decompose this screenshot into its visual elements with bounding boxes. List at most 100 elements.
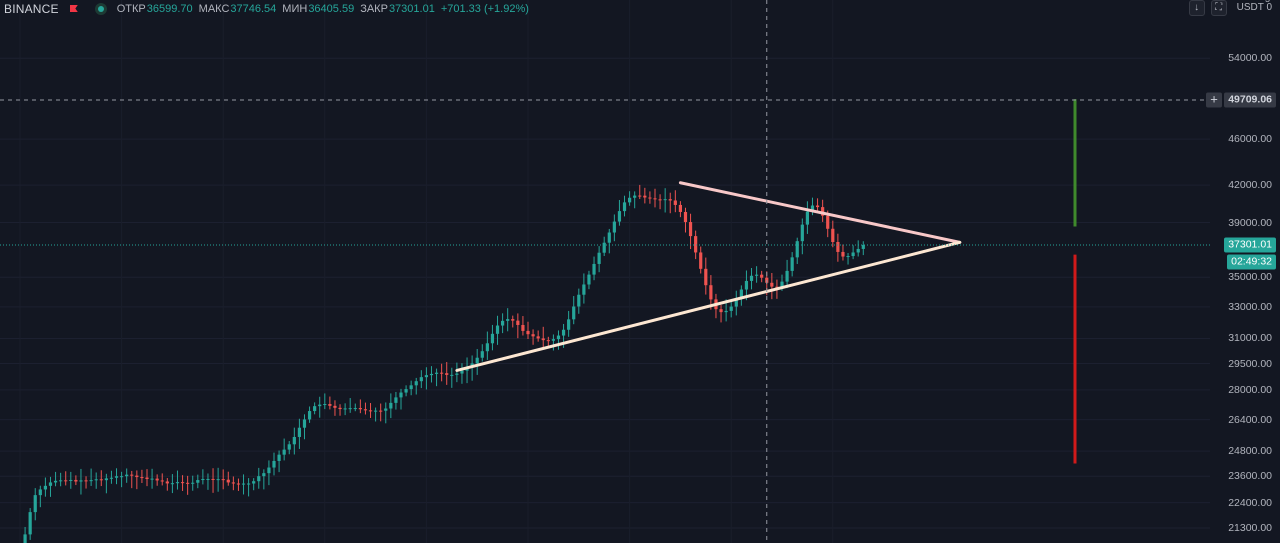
candle-body: [460, 370, 464, 374]
candle-body: [257, 476, 261, 482]
price-tick-label: 24800.00: [1228, 445, 1272, 458]
candle-body: [135, 475, 139, 478]
candle-body: [826, 215, 830, 229]
candle-body: [252, 481, 256, 484]
candle-body: [511, 319, 515, 321]
candle-body: [729, 306, 733, 311]
candle-body: [480, 351, 484, 358]
candle-body: [140, 477, 144, 479]
candle-body: [577, 294, 581, 307]
grid-lines: [0, 57, 1210, 529]
flag-icon[interactable]: [69, 4, 79, 14]
candle-body: [587, 274, 591, 285]
candle-body: [292, 436, 296, 445]
download-icon[interactable]: ↓: [1188, 0, 1205, 16]
candle-body: [495, 325, 500, 334]
candle-body: [699, 252, 703, 269]
candle-body: [673, 200, 677, 205]
candle-body: [155, 478, 159, 481]
candle-body: [94, 479, 98, 481]
exchange-label[interactable]: BINANCE: [4, 2, 59, 16]
candle-body: [404, 389, 408, 393]
candle-body: [683, 211, 688, 223]
candle-body: [130, 474, 134, 476]
candle-body: [99, 479, 103, 481]
candle-body: [348, 408, 352, 410]
candle-body: [597, 252, 601, 264]
candle-body: [455, 373, 459, 375]
candle-body: [556, 335, 561, 340]
drawing-overlays: [455, 99, 1077, 464]
open-label: ОТКР: [116, 3, 146, 15]
candle-body: [64, 480, 68, 482]
candle-body: [800, 224, 804, 242]
fullscreen-icon[interactable]: ⛶: [1210, 0, 1227, 16]
candle-body: [414, 381, 418, 386]
candle-body: [79, 480, 83, 482]
change-value: +701.33 (+1.92%): [440, 3, 529, 15]
candle-body: [475, 357, 479, 364]
candle-body: [815, 205, 820, 208]
toolbar: ↓ ⛶ USDT 0: [1188, 0, 1272, 16]
price-tick-label: 39000.00: [1228, 216, 1272, 229]
candle-body: [516, 320, 520, 325]
candle-body: [572, 306, 576, 320]
candle-body: [272, 460, 276, 468]
candle-body: [785, 270, 789, 282]
candle-body: [196, 480, 200, 483]
candle-body: [145, 477, 149, 479]
candle-body: [628, 197, 632, 203]
candle-body: [450, 374, 454, 376]
close-value: 37301.01: [388, 3, 435, 15]
candle-body: [429, 373, 434, 376]
candle-body: [236, 483, 241, 485]
candle-body: [323, 404, 327, 406]
candle-body: [810, 205, 815, 212]
candle-body: [694, 236, 698, 253]
candle-body: [89, 480, 93, 482]
currency-label[interactable]: USDT 0: [1237, 2, 1272, 13]
candle-body: [267, 467, 271, 474]
high-label: МАКС: [198, 3, 230, 15]
add-alert-plus-icon[interactable]: +: [1206, 92, 1222, 108]
candle-body: [282, 449, 286, 455]
candle-body: [216, 479, 220, 481]
candle-body: [780, 281, 784, 287]
candle-body: [653, 198, 657, 200]
candle-body: [186, 482, 190, 484]
candle-body: [343, 408, 347, 410]
candle-body: [861, 245, 865, 249]
price-tick-label: 46000.00: [1228, 133, 1272, 146]
candle-body: [501, 320, 505, 326]
last-price-badge: 37301.01: [1224, 237, 1276, 253]
low-label: МИН: [282, 3, 308, 15]
candle-body: [363, 409, 368, 411]
candle-body: [394, 397, 398, 403]
candle-body: [48, 482, 53, 486]
candle-body: [434, 372, 439, 374]
price-tick-label: 26400.00: [1228, 413, 1272, 426]
price-tick-label: 33000.00: [1228, 300, 1272, 313]
candle-body: [541, 338, 545, 341]
candle-body: [668, 199, 672, 201]
candle-body: [831, 228, 835, 243]
price-tick-label: 35000.00: [1228, 271, 1272, 284]
candle-body: [424, 375, 428, 378]
candle-body: [622, 202, 627, 212]
candle-body: [856, 248, 860, 253]
candle-body: [851, 252, 855, 257]
currency-suffix: 0: [1266, 1, 1272, 13]
candle-body: [704, 268, 708, 286]
candle-body: [795, 241, 799, 258]
price-tick-label: 29500.00: [1228, 357, 1272, 370]
candle-body: [658, 199, 662, 201]
price-tick-label: 22400.00: [1228, 496, 1272, 509]
candle-body: [211, 478, 215, 480]
candle-body: [821, 207, 825, 216]
candle-body: [43, 485, 47, 490]
triangle-upper-line: [678, 181, 962, 244]
candle-body: [313, 406, 317, 412]
crosshair-and-last-price: [0, 0, 1210, 543]
